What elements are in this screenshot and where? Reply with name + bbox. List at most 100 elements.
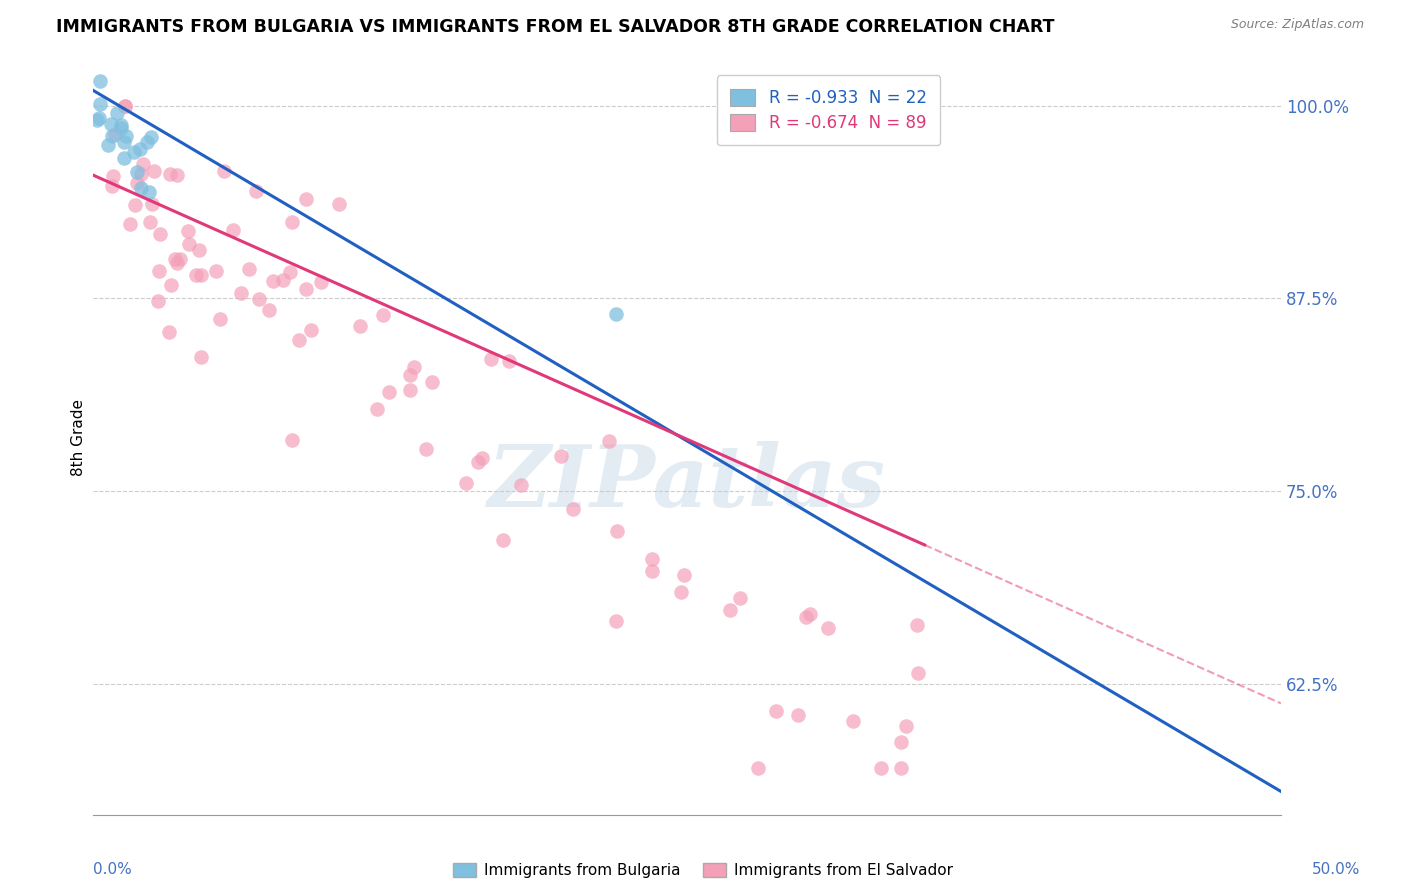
Point [890,735,912,749]
Point [120,217,142,231]
Point [598,434,620,448]
Point [605,615,627,629]
Point [404,360,426,375]
Point [288,334,311,348]
Point [100,117,122,131]
Point [160,278,183,293]
Point [159,325,181,339]
Point [817,621,839,635]
Point [247,292,270,306]
Point [295,282,318,296]
Y-axis label: 8th Grade: 8th Grade [72,399,86,475]
Point [309,275,332,289]
Point [399,368,422,383]
Point [129,167,152,181]
Point [271,273,294,287]
Point [124,198,146,212]
Point [905,618,928,632]
Text: IMMIGRANTS FROM BULGARIA VS IMMIGRANTS FROM EL SALVADOR 8TH GRADE CORRELATION CH: IMMIGRANTS FROM BULGARIA VS IMMIGRANTS F… [56,18,1054,36]
Point [97,138,120,153]
Point [669,584,692,599]
Point [728,591,751,606]
Point [89,112,111,126]
Point [718,603,741,617]
Text: 50.0%: 50.0% [1312,863,1360,877]
Point [415,442,437,456]
Point [143,164,166,178]
Point [141,130,163,145]
Point [124,145,146,159]
Point [190,350,212,364]
Point [467,455,489,469]
Point [131,181,153,195]
Point [870,761,893,775]
Point [238,262,260,277]
Point [105,106,128,120]
Point [606,524,628,538]
Point [138,185,160,199]
Point [366,401,388,416]
Point [138,215,160,229]
Point [550,449,572,463]
Point [205,264,228,278]
Point [89,96,111,111]
Point [188,243,211,257]
Point [159,167,181,181]
Point [229,285,252,300]
Point [86,112,108,127]
Point [561,502,583,516]
Point [110,121,132,136]
Point [136,135,159,149]
Point [179,236,201,251]
Point [148,227,170,242]
Point [278,265,301,279]
Point [470,451,492,466]
Point [114,99,136,113]
Point [169,252,191,266]
Point [747,761,769,775]
Point [420,375,443,389]
Point [190,268,212,282]
Point [509,477,531,491]
Point [294,192,316,206]
Point [257,303,280,318]
Point [498,354,520,368]
Point [222,223,245,237]
Point [454,475,477,490]
Point [110,118,132,132]
Point [794,610,817,624]
Point [280,215,302,229]
Point [112,135,135,149]
Legend: Immigrants from Bulgaria, Immigrants from El Salvador: Immigrants from Bulgaria, Immigrants fro… [447,857,959,884]
Point [262,274,284,288]
Point [765,705,787,719]
Point [894,719,917,733]
Point [245,184,267,198]
Point [281,433,304,447]
Point [125,177,148,191]
Point [799,607,821,621]
Point [101,128,124,143]
Point [299,323,322,337]
Point [129,143,152,157]
Point [398,384,420,398]
Point [114,99,136,113]
Point [163,252,186,266]
Point [166,255,188,269]
Point [786,708,808,723]
Point [166,168,188,182]
Point [89,74,111,88]
Point [605,307,627,321]
Point [328,196,350,211]
Point [131,157,153,171]
Point [373,308,395,322]
Point [479,351,502,366]
Point [641,564,664,578]
Point [842,714,865,728]
Point [184,268,207,283]
Text: ZIPatlas: ZIPatlas [488,441,886,524]
Text: Source: ZipAtlas.com: Source: ZipAtlas.com [1230,18,1364,31]
Point [672,568,695,582]
Point [208,312,231,326]
Legend: R = -0.933  N = 22, R = -0.674  N = 89: R = -0.933 N = 22, R = -0.674 N = 89 [717,76,941,145]
